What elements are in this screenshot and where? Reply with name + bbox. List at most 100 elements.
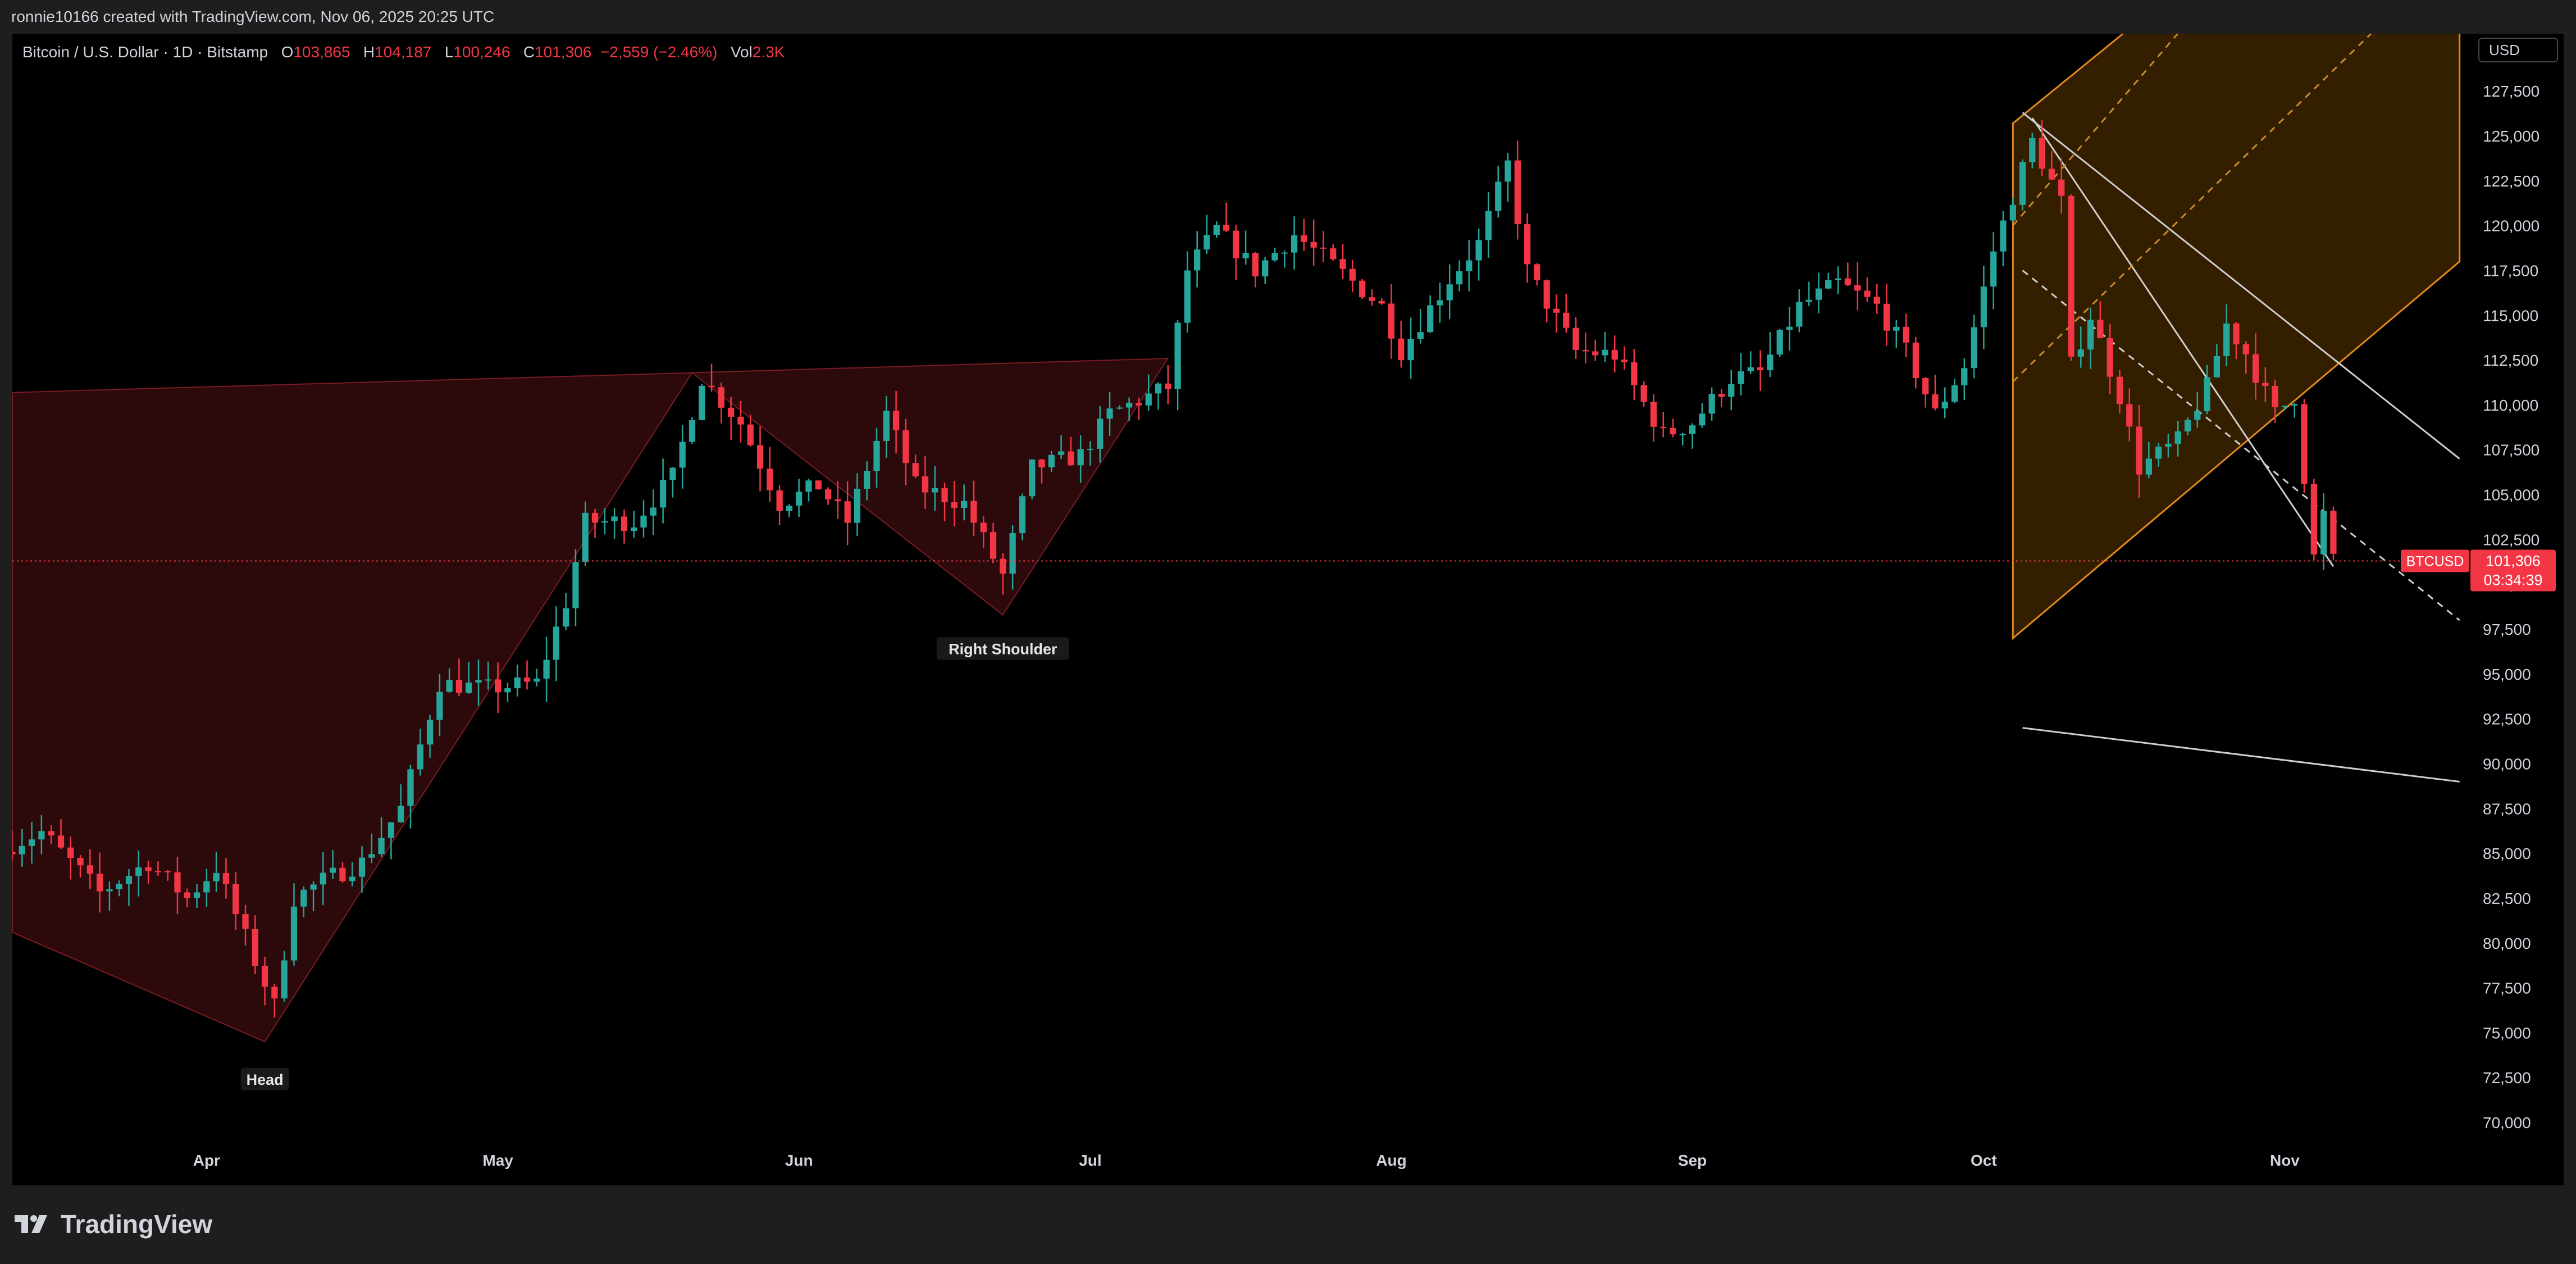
price-tick-label: 102,500 bbox=[2483, 531, 2539, 548]
candle-body bbox=[339, 867, 346, 881]
candle-body bbox=[990, 532, 997, 559]
candle-body bbox=[504, 688, 511, 693]
candle-body bbox=[1301, 235, 1307, 242]
time-axis: Apr May Jun Jul Aug Sep Oct Nov bbox=[193, 1152, 2300, 1169]
candle-body bbox=[12, 852, 16, 854]
candle-body bbox=[2126, 404, 2133, 427]
candle-body bbox=[28, 839, 35, 846]
time-tick-label: Jul bbox=[1079, 1152, 1101, 1169]
candle-body bbox=[2107, 338, 2113, 377]
candle-body bbox=[1320, 247, 1327, 249]
candle-body bbox=[1009, 533, 1016, 574]
candle-body bbox=[2048, 169, 2055, 180]
low-value: 100,246 bbox=[453, 43, 523, 61]
candle-body bbox=[1786, 326, 1793, 330]
candle-body bbox=[2272, 386, 2278, 407]
candle-body bbox=[2194, 411, 2201, 420]
price-tick-label: 77,500 bbox=[2483, 980, 2531, 997]
candle-body bbox=[232, 884, 239, 915]
candle-body bbox=[961, 501, 968, 508]
candle-body bbox=[1262, 260, 1269, 277]
candle-body bbox=[2213, 356, 2221, 378]
candle-body bbox=[2145, 458, 2152, 475]
candle-body bbox=[1670, 428, 1676, 435]
candle-body bbox=[242, 914, 249, 929]
candle-body bbox=[815, 480, 822, 490]
candle-body bbox=[213, 873, 220, 881]
candle-body bbox=[543, 660, 550, 679]
candle-body bbox=[1844, 278, 1851, 285]
candle-body bbox=[1514, 160, 1521, 225]
candle-body bbox=[495, 679, 501, 693]
time-tick-label: Apr bbox=[193, 1152, 220, 1169]
candle-body bbox=[2087, 320, 2094, 350]
price-tick-label: 125,000 bbox=[2483, 128, 2539, 145]
trend-line bbox=[2031, 117, 2335, 567]
head-shoulders-shape bbox=[12, 372, 694, 1043]
candle-body bbox=[1980, 287, 1987, 328]
candle-body bbox=[485, 679, 491, 681]
candle-body bbox=[786, 506, 793, 511]
candle-body bbox=[892, 411, 900, 430]
candle-body bbox=[650, 507, 656, 516]
tradingview-logo[interactable]: TradingView bbox=[13, 1209, 212, 1239]
candle-body bbox=[1057, 451, 1065, 455]
candle-body bbox=[1738, 371, 1744, 384]
candle-body bbox=[1233, 230, 1239, 258]
candle-body bbox=[1106, 408, 1113, 419]
candle-body bbox=[1504, 160, 1511, 182]
candle-body bbox=[2165, 443, 2172, 447]
candle-body bbox=[2000, 220, 2007, 252]
candle-body bbox=[290, 906, 298, 961]
candle-body bbox=[1466, 260, 1472, 271]
candle-body bbox=[534, 678, 540, 682]
candle-body bbox=[2320, 511, 2327, 554]
candle-body bbox=[796, 492, 803, 506]
candle-body bbox=[261, 966, 268, 987]
candle-body bbox=[2233, 323, 2240, 344]
candle-body bbox=[1873, 297, 1880, 304]
candle-body bbox=[378, 838, 385, 854]
tradingview-logo-icon bbox=[15, 1215, 47, 1233]
candle-body bbox=[1271, 253, 1278, 261]
candle-body bbox=[1718, 393, 1725, 397]
candle-body bbox=[2301, 404, 2308, 485]
candle-body bbox=[1825, 280, 1832, 289]
candle-body bbox=[165, 871, 171, 872]
candle-body bbox=[756, 445, 764, 469]
candle-body bbox=[1543, 280, 1550, 309]
candle-body bbox=[2039, 138, 2045, 169]
candle-body bbox=[1155, 383, 1162, 394]
candle-body bbox=[1815, 288, 1822, 300]
candle-body bbox=[1534, 264, 1540, 280]
candle-body bbox=[368, 854, 375, 858]
candle-body bbox=[271, 986, 278, 999]
change-value: −2,559 (−2.46%) bbox=[600, 43, 731, 61]
volume-value: 2.3K bbox=[753, 43, 785, 61]
candle-body bbox=[591, 512, 599, 523]
candle-body bbox=[1971, 327, 1977, 369]
candle-body bbox=[1203, 235, 1210, 250]
candle-body bbox=[1932, 394, 1939, 409]
trend-line bbox=[2022, 727, 2460, 783]
low-key: L bbox=[445, 43, 454, 61]
price-tick-label: 72,500 bbox=[2483, 1069, 2531, 1086]
price-tick-label: 105,000 bbox=[2483, 486, 2539, 504]
candle-body bbox=[1611, 349, 1618, 360]
top-bar: ronnie10166 created with TradingView.com… bbox=[0, 0, 2576, 34]
candle-body bbox=[2262, 383, 2269, 387]
chart-area[interactable]: 70,000 72,500 75,000 77,500 80,000 82,500 85,0… bbox=[12, 34, 2564, 1185]
currency-button[interactable] bbox=[2478, 38, 2558, 62]
candle-body bbox=[2068, 195, 2075, 357]
time-tick-label: Oct bbox=[1971, 1152, 1997, 1169]
candle-body bbox=[659, 480, 667, 508]
candle-body bbox=[1621, 360, 1628, 362]
candle-body bbox=[106, 889, 113, 892]
candle-body bbox=[951, 502, 958, 508]
time-tick-label: Nov bbox=[2270, 1152, 2300, 1169]
candle-body bbox=[310, 884, 317, 890]
candle-body bbox=[135, 867, 142, 876]
candle-body bbox=[184, 892, 190, 898]
candle-body bbox=[1184, 270, 1191, 323]
candle-body bbox=[631, 527, 637, 531]
